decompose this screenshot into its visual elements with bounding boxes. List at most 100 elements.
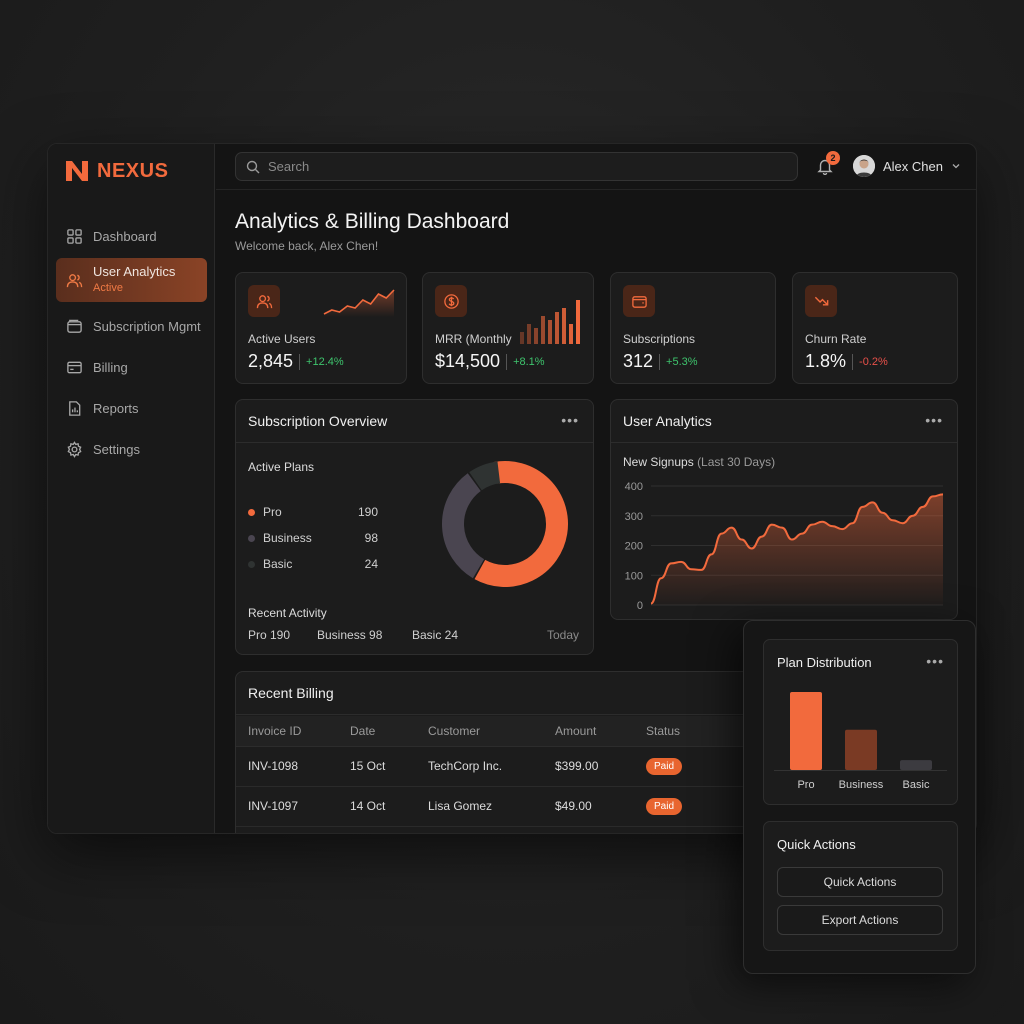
spark-bar: [534, 328, 538, 344]
trend-down-icon: [814, 296, 828, 306]
spark-bar: [555, 312, 559, 344]
app-window: NEXUS Dashboard User Analytics Active: [47, 143, 977, 834]
invoice-id[interactable]: INV-1097: [236, 786, 338, 827]
bar-business[interactable]: [845, 729, 877, 770]
users-icon: [256, 294, 272, 308]
y-tick-label: 300: [625, 511, 643, 523]
signups-area-chart: 0 100 200 300 400: [625, 481, 944, 612]
more-options-icon[interactable]: •••: [926, 653, 944, 669]
chevron-down-icon: [952, 164, 960, 169]
legend-name: Pro: [263, 505, 282, 519]
kpi-card-churn-rate[interactable]: Churn Rate 1.8% -0.2%: [792, 272, 958, 384]
kpi-delta: +12.4%: [306, 355, 344, 368]
legend-name: Business: [263, 531, 312, 545]
x-tick-label: Pro: [797, 779, 814, 791]
sidebar-item-label: Reports: [93, 401, 139, 416]
sidebar-nav: Dashboard User Analytics Active Subscrip…: [56, 216, 207, 470]
quick-actions-button[interactable]: Quick Actions: [777, 867, 943, 897]
report-icon: [69, 401, 81, 416]
invoice-amount: $399.00: [543, 746, 634, 787]
sidebar: NEXUS Dashboard User Analytics Active: [48, 144, 215, 833]
sparkbars: [520, 300, 580, 344]
bar-basic[interactable]: [900, 760, 932, 770]
spark-bar: [548, 320, 552, 344]
card-title: User Analytics: [611, 400, 957, 443]
active-indicator: Active: [93, 282, 123, 294]
topbar: Search 2 Alex Chen: [216, 144, 976, 190]
search-placeholder: Search: [268, 159, 310, 174]
user-menu[interactable]: Alex Chen: [853, 155, 961, 177]
more-options-icon[interactable]: •••: [925, 412, 943, 428]
kpi-icon-box: [623, 285, 655, 317]
card-title: Quick Actions: [777, 837, 856, 852]
sidebar-item-label: Dashboard: [93, 229, 157, 244]
kpi-card-subscriptions[interactable]: Subscriptions 312 +5.3%: [610, 272, 776, 384]
divider: [506, 353, 508, 370]
spark-bar: [541, 316, 545, 344]
column-header[interactable]: Invoice ID: [236, 716, 338, 747]
sidebar-item-subscription-mgmt[interactable]: Subscription Mgmt: [56, 306, 207, 347]
y-tick-label: 400: [625, 481, 643, 493]
column-header[interactable]: Amount: [543, 716, 634, 747]
kpi-card-active-users[interactable]: Active Users 2,845 +12.4%: [235, 272, 407, 384]
kpi-value: $14,500: [435, 351, 501, 371]
brand-name: NEXUS: [97, 159, 169, 182]
spark-bar: [562, 308, 566, 344]
donut-slice-basic: [469, 461, 501, 491]
invoice-date: 15 Oct: [338, 746, 416, 787]
table-row[interactable]: INV-1097 14 Oct Lisa Gomez $49.00 Paid: [236, 786, 789, 827]
y-tick-label: 200: [625, 541, 643, 553]
spark-bar: [527, 324, 531, 344]
page-subtitle: Welcome back, Alex Chen!: [235, 239, 379, 253]
more-options-icon[interactable]: •••: [561, 412, 579, 428]
spark-bar: [520, 332, 524, 344]
notification-badge: 2: [826, 151, 840, 165]
user-analytics-card: User Analytics ••• New Signups (Last 30 …: [610, 399, 958, 620]
chart-title-main: New Signups: [623, 455, 694, 469]
export-actions-button[interactable]: Export Actions: [777, 905, 943, 935]
kpi-card-mrr[interactable]: MRR (Monthly $14,500 +8.1%: [422, 272, 594, 384]
y-tick-label: 0: [637, 600, 643, 612]
y-tick-label: 100: [625, 570, 643, 582]
legend-dot: [248, 508, 255, 516]
divider: [299, 353, 301, 370]
area-fill: [651, 494, 943, 605]
invoice-amount: $49.00: [543, 786, 634, 827]
kpi-label: Churn Rate: [805, 332, 867, 346]
sidebar-item-billing[interactable]: Billing: [56, 347, 207, 388]
donut-slice-pro: [474, 461, 568, 587]
divider: [852, 353, 854, 370]
search-icon: [246, 160, 260, 173]
gear-icon: [67, 441, 82, 458]
plan-distribution-bar-chart: Pro Business Basic: [774, 692, 947, 791]
status-badge: Paid: [646, 797, 683, 815]
signups-line: [650, 493, 944, 605]
sidebar-item-label: Settings: [93, 442, 140, 457]
sidebar-item-label: User Analytics: [93, 264, 176, 279]
column-header[interactable]: Customer: [416, 716, 543, 747]
sidebar-item-settings[interactable]: Settings: [56, 429, 207, 470]
plan-distribution-card: Plan Distribution ••• Pro Business Basic: [763, 639, 958, 805]
sidebar-item-reports[interactable]: Reports: [56, 388, 207, 429]
sidebar-item-user-analytics[interactable]: User Analytics Active: [56, 258, 207, 302]
sparkline: [323, 289, 395, 317]
recent-business: Business 98: [317, 628, 383, 642]
legend-value: 190: [357, 505, 378, 519]
kpi-icon-box: [805, 285, 837, 317]
table-row[interactable]: INV-1098 15 Oct TechCorp Inc. $399.00 Pa…: [236, 746, 789, 787]
column-header[interactable]: Date: [338, 716, 416, 747]
sidebar-item-dashboard[interactable]: Dashboard: [56, 216, 207, 257]
legend-value: 98: [364, 531, 378, 545]
donut-slice-business: [442, 473, 485, 579]
logo[interactable]: NEXUS: [64, 159, 168, 183]
card-icon: [67, 361, 82, 374]
sidebar-item-label: Subscription Mgmt: [93, 319, 201, 334]
wallet-icon: [631, 295, 647, 308]
bar-pro[interactable]: [790, 692, 822, 770]
invoice-customer: TechCorp Inc.: [416, 746, 543, 787]
dollar-icon: [443, 293, 459, 309]
spark-bar: [576, 300, 580, 344]
subscription-overview-card: Subscription Overview ••• Active Plans P…: [235, 399, 594, 655]
search-input[interactable]: Search: [235, 152, 798, 181]
invoice-id[interactable]: INV-1098: [236, 746, 338, 787]
